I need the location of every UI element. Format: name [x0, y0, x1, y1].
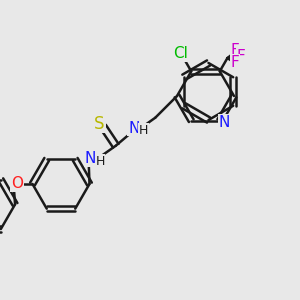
- Text: S: S: [94, 115, 105, 133]
- Text: F: F: [236, 49, 245, 64]
- Text: O: O: [11, 176, 23, 191]
- Text: N: N: [128, 121, 140, 136]
- Text: N: N: [219, 115, 230, 130]
- Text: F: F: [230, 43, 239, 58]
- Text: Cl: Cl: [173, 46, 188, 61]
- Text: N: N: [85, 151, 96, 166]
- Text: F: F: [230, 55, 239, 70]
- Text: H: H: [95, 154, 105, 167]
- Text: H: H: [139, 124, 148, 137]
